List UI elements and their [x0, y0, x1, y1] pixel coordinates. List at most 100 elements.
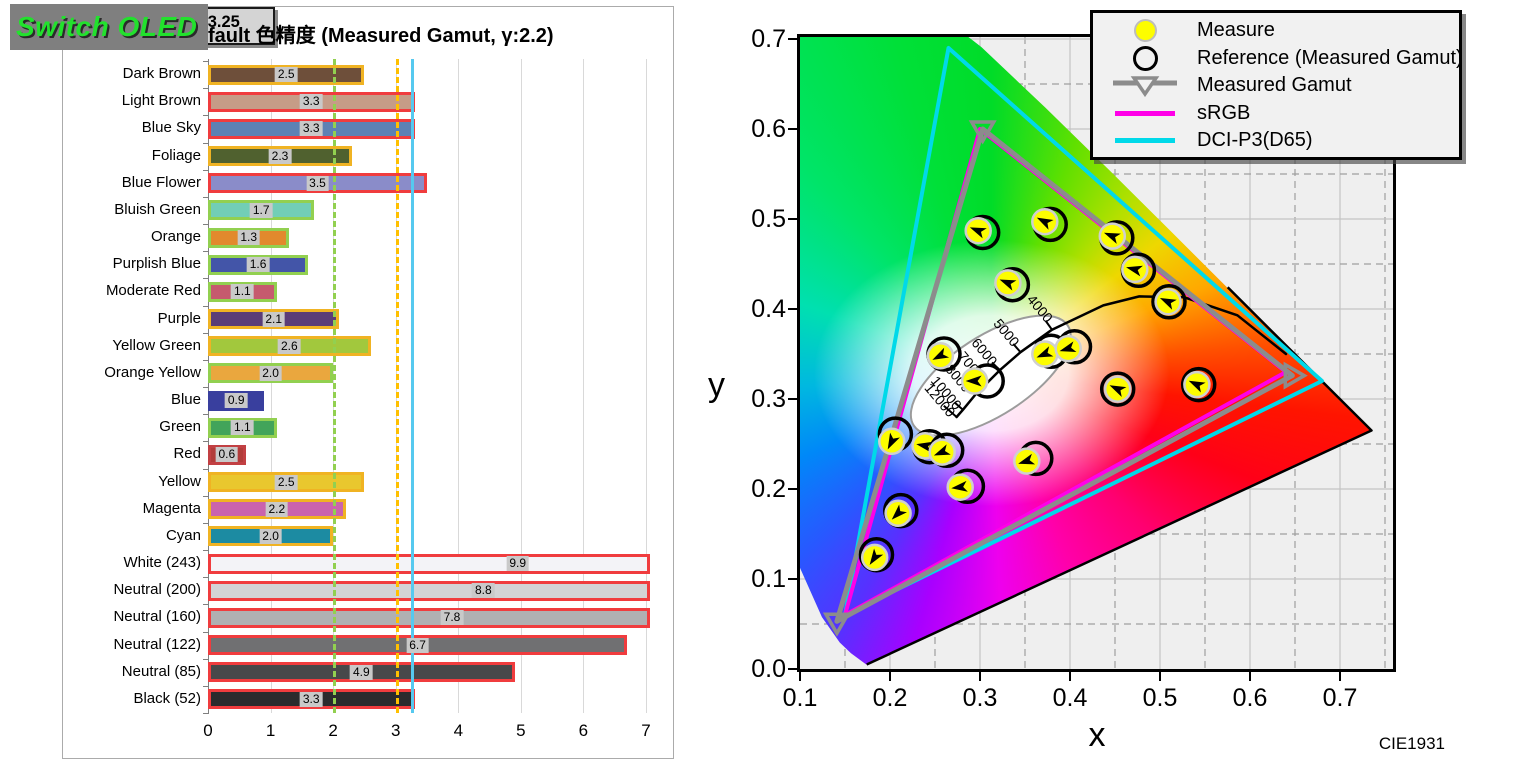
x-axis-title: x: [1088, 716, 1106, 754]
left-chart-title: Default 色精度 (Measured Gamut, γ:2.2): [182, 25, 554, 47]
y-tick-label: 0.6: [751, 115, 786, 143]
category-tick: [203, 577, 208, 579]
gridline: [270, 59, 272, 713]
category-label: Green: [159, 418, 201, 436]
x-tick: [798, 672, 802, 681]
bar-value-label: 3.3: [299, 94, 323, 110]
y-tick-label: 0.3: [751, 385, 786, 413]
x-tick-label: 1: [265, 721, 276, 740]
bar-value-label: 6.7: [406, 637, 429, 653]
category-label: Black (52): [133, 689, 201, 707]
y-tick: [788, 667, 797, 671]
category-label: Blue Flower: [121, 173, 201, 191]
bar-value-label: 1.1: [231, 420, 254, 436]
srgb-line-icon: [1115, 110, 1175, 116]
category-tick: [203, 88, 208, 90]
category-label: Foliage: [151, 146, 201, 164]
category-tick: [203, 61, 208, 62]
category-label: Yellow Green: [112, 336, 201, 354]
category-tick: [203, 305, 208, 307]
y-tick: [788, 127, 797, 131]
category-tick: [203, 550, 208, 552]
category-label: Bluish Green: [114, 200, 201, 218]
bar-value-label: 0.9: [224, 393, 248, 408]
category-label: Moderate Red: [105, 282, 201, 300]
x-tick: [978, 672, 982, 681]
legend-label-reference: Reference (Measured Gamut): [1197, 46, 1463, 69]
y-tick: [788, 577, 797, 581]
bar-value-label: 1.3: [237, 230, 261, 245]
delta-e-bar: [208, 607, 650, 628]
bar-value-label: 0.6: [215, 447, 239, 463]
bar-value-label: 2.5: [274, 474, 298, 490]
x-tick-label: 0.4: [1052, 684, 1088, 712]
category-tick: [203, 631, 208, 633]
category-tick: [203, 604, 208, 606]
delta-e-bar: [208, 580, 650, 601]
average-line: [411, 59, 415, 713]
bar-value-label: 3.3: [299, 121, 323, 137]
x-tick-label: 0.6: [1232, 684, 1268, 712]
y-tick-label: 0.5: [751, 205, 786, 233]
y-tick: [788, 307, 797, 311]
y-tick-label: 0.2: [751, 475, 786, 503]
legend-label-measure: Measure: [1197, 19, 1275, 42]
category-tick: [203, 142, 208, 144]
bar-value-label: 2.5: [274, 67, 298, 82]
x-tick: [888, 672, 892, 681]
cie-legend: Measure Reference (Measured Gamut) Measu…: [1090, 10, 1463, 160]
x-tick-label: 4: [453, 721, 464, 740]
category-label: Yellow: [158, 472, 201, 490]
category-label: Neutral (122): [113, 635, 201, 653]
x-tick-label: 6: [578, 721, 589, 740]
category-label: Light Brown: [121, 92, 201, 110]
category-tick: [203, 522, 208, 524]
category-tick: [203, 685, 208, 687]
legend-row-reference: Reference (Measured Gamut): [1093, 45, 1463, 73]
category-label: Neutral (85): [121, 662, 201, 680]
x-tick-label: 0.3: [962, 684, 998, 712]
delta-e-bar: [208, 553, 650, 574]
category-axis-line: [208, 59, 209, 714]
x-tick-label: 0: [203, 721, 213, 740]
category-tick: [203, 359, 208, 361]
category-label: Orange Yellow: [104, 363, 201, 381]
category-tick: [203, 278, 208, 280]
bar-value-label: 8.8: [471, 583, 495, 599]
gridline: [646, 59, 647, 713]
y-tick-label: 0.7: [751, 25, 786, 53]
x-tick-label: 3: [390, 721, 401, 740]
category-tick: [203, 441, 208, 443]
category-label: Neutral (200): [113, 581, 201, 599]
reference-line: [395, 59, 399, 713]
x-tick: [1158, 672, 1162, 681]
dci-p3-line-icon: [1115, 138, 1175, 144]
category-tick: [203, 658, 208, 660]
category-tick: [203, 224, 208, 225]
bar-value-label: 2.6: [277, 338, 301, 354]
category-label: White (243): [123, 554, 201, 572]
x-tick-label: 0.2: [872, 684, 908, 712]
bar-value-label: 3.3: [299, 691, 323, 707]
category-tick: [203, 468, 208, 470]
bar-value-label: 2.2: [265, 501, 289, 517]
y-axis-title: y: [708, 366, 725, 404]
bar-value-label: 1.6: [246, 257, 270, 273]
category-label: Magenta: [142, 499, 201, 517]
y-tick: [788, 487, 797, 491]
category-label: Purple: [157, 309, 201, 327]
legend-label-dcip3: DCI-P3(D65): [1197, 129, 1313, 152]
x-tick-label: 0.5: [1142, 684, 1178, 712]
gridline: [458, 59, 460, 713]
category-label: Blue: [170, 391, 201, 408]
x-tick: [1248, 672, 1252, 681]
y-tick: [788, 37, 797, 41]
bar-value-label: 9.9: [506, 556, 530, 572]
category-tick: [203, 414, 208, 416]
y-tick: [788, 397, 797, 401]
category-tick: [203, 169, 208, 171]
category-tick: [203, 115, 208, 117]
category-label: Cyan: [165, 526, 201, 544]
bar-value-label: 3.5: [306, 175, 329, 191]
bar-value-label: 2.3: [268, 148, 292, 164]
